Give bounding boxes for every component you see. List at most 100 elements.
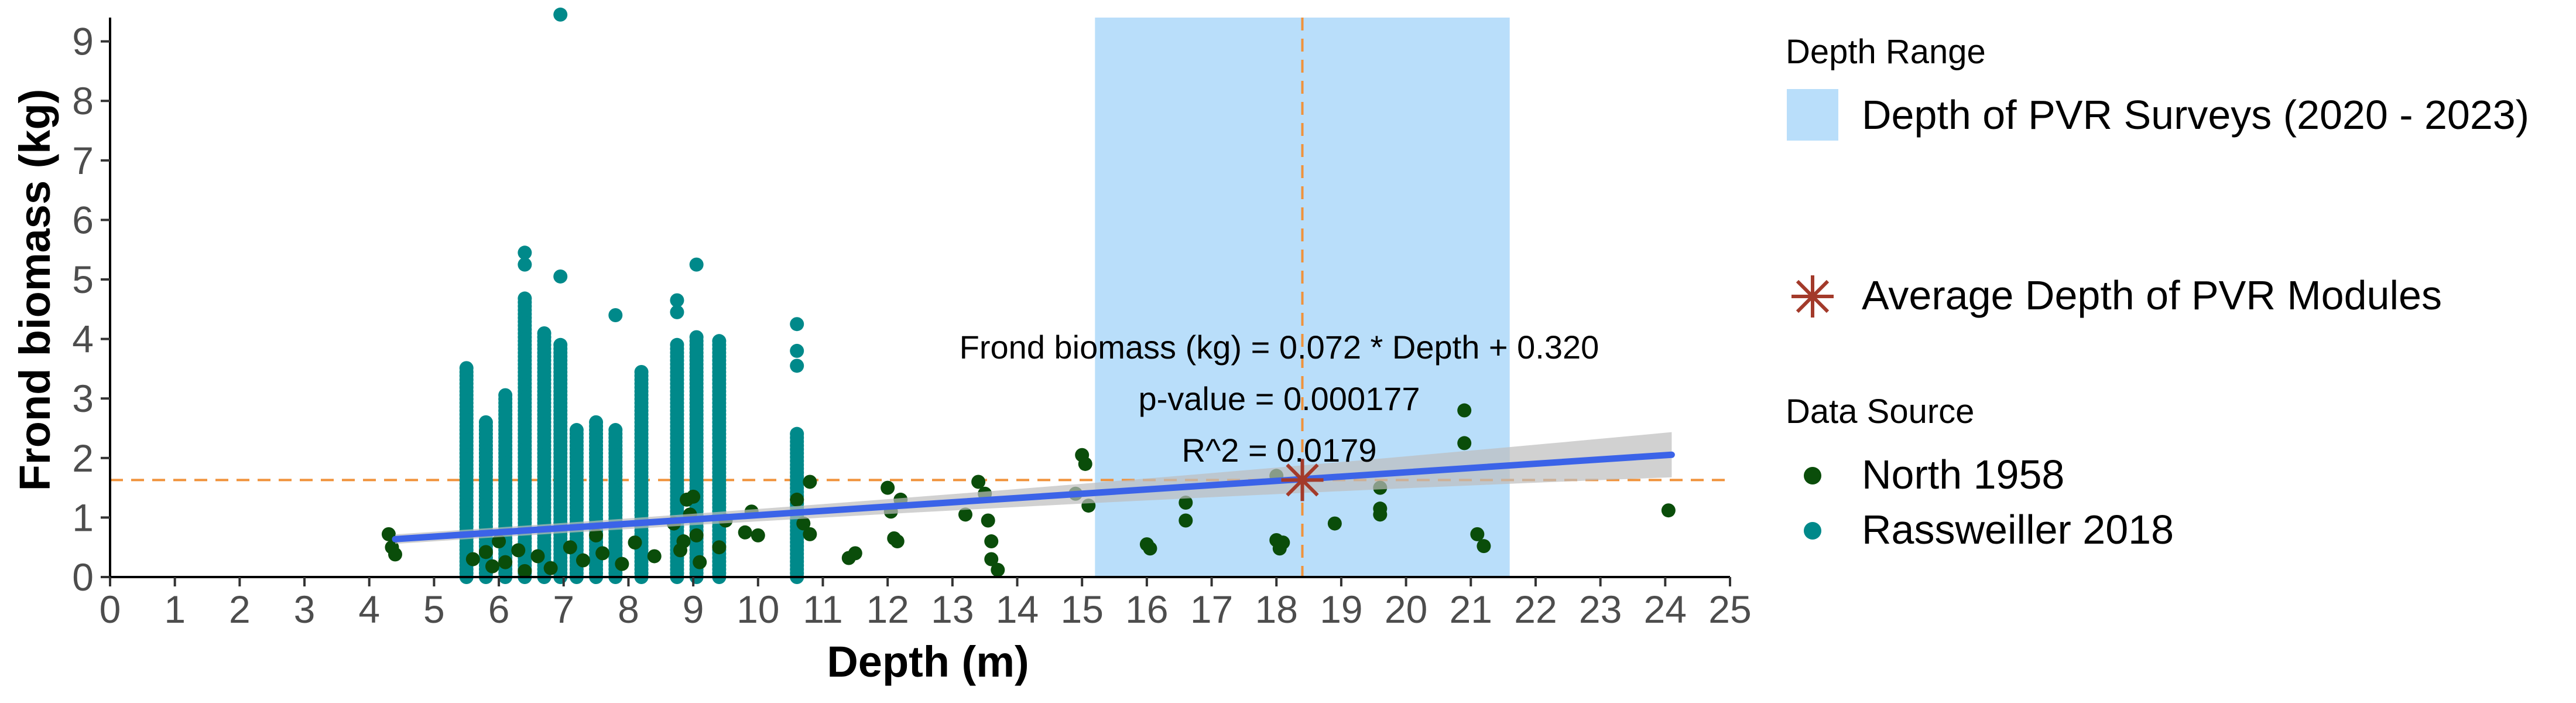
rassweiller-2018-point — [459, 361, 474, 376]
north-1958-point — [848, 546, 862, 561]
y-tick-label: 2 — [72, 436, 94, 480]
north-1958-point — [478, 545, 493, 559]
x-tick-label: 12 — [866, 588, 909, 631]
x-tick-label: 10 — [737, 588, 779, 631]
x-tick-label: 7 — [553, 588, 574, 631]
rassweiller-2018-point — [670, 305, 684, 319]
y-tick-label: 0 — [72, 555, 94, 599]
rassweiller-2018-point — [634, 365, 649, 380]
north-1958-point — [796, 516, 811, 531]
rassweiller-2018-point — [589, 415, 604, 429]
rassweiller-2018-point — [518, 291, 532, 306]
rassweiller-2018-point — [478, 415, 493, 429]
north-1958-point — [1327, 516, 1342, 531]
x-tick-label: 9 — [683, 588, 704, 631]
rassweiller-2018-point — [689, 257, 704, 272]
north-1958-point — [1373, 507, 1388, 522]
north-1958-point — [530, 549, 545, 564]
north-1958-point — [1179, 496, 1193, 510]
rassweiller-2018-point — [518, 245, 532, 260]
north-1958-point — [647, 549, 662, 564]
y-tick-label: 5 — [72, 258, 94, 301]
legend-swatch-depth-range — [1787, 89, 1838, 141]
x-tick-label: 23 — [1579, 588, 1622, 631]
r-squared-label: R^2 = 0.0179 — [1182, 432, 1377, 469]
north-1958-point — [984, 534, 999, 549]
x-tick-label: 4 — [358, 588, 380, 631]
x-axis-title: Depth (m) — [827, 637, 1029, 686]
rassweiller-2018-point — [518, 257, 532, 272]
y-tick-label: 3 — [72, 377, 94, 420]
average-module-marker — [1281, 459, 1324, 501]
north-1958-point — [1078, 456, 1092, 471]
north-1958-point — [615, 557, 629, 571]
regression-equation: Frond biomass (kg) = 0.072 * Depth + 0.3… — [960, 329, 1599, 366]
rassweiller-2018-point — [790, 359, 804, 373]
x-tick-label: 3 — [294, 588, 316, 631]
north-1958-point — [498, 555, 513, 569]
north-1958-point — [576, 553, 590, 568]
x-tick-label: 18 — [1255, 588, 1298, 631]
plot-area — [110, 7, 1730, 584]
x-tick-label: 24 — [1644, 588, 1687, 631]
north-1958-point — [388, 547, 402, 562]
north-1958-point — [543, 561, 558, 575]
x-tick-label: 19 — [1320, 588, 1362, 631]
north-1958-point — [1457, 436, 1472, 451]
y-tick-label: 7 — [72, 139, 94, 182]
north-1958-point — [595, 546, 610, 561]
rassweiller-2018-point — [790, 317, 804, 332]
legend: Depth Range Depth of PVR Surveys (2020 -… — [1786, 33, 2529, 552]
trend-line — [392, 451, 1675, 542]
x-tick-label: 25 — [1708, 588, 1751, 631]
north-1958-point — [693, 555, 707, 569]
x-tick-label: 16 — [1125, 588, 1168, 631]
p-value-label: p-value = 0.000177 — [1138, 380, 1420, 417]
north-1958-point — [712, 540, 727, 555]
y-tick-label: 8 — [72, 79, 94, 122]
rassweiller-2018-point — [498, 388, 513, 402]
north-1958-point — [686, 489, 701, 504]
north-1958-point — [1179, 513, 1193, 528]
rassweiller-2018-point — [790, 426, 804, 441]
north-1958-point — [1457, 403, 1472, 418]
north-1958-point — [689, 528, 704, 542]
north-1958-point — [971, 475, 986, 489]
legend-swatch-rassweiller-2018 — [1804, 522, 1821, 540]
x-tick-label: 17 — [1190, 588, 1233, 631]
legend-label-module-marker: Average Depth of PVR Modules — [1862, 272, 2442, 318]
rassweiller-2018-point — [712, 334, 727, 349]
x-tick-label: 20 — [1385, 588, 1427, 631]
legend-title-data-source: Data Source — [1786, 393, 1974, 431]
legend-swatch-north-1958 — [1804, 467, 1821, 484]
x-tick-label: 11 — [803, 588, 843, 631]
x-tick-label: 13 — [931, 588, 974, 631]
x-tick-label: 21 — [1450, 588, 1492, 631]
legend-swatch-module-marker — [1791, 275, 1834, 318]
north-1958-point — [1477, 539, 1491, 554]
x-tick-label: 22 — [1514, 588, 1557, 631]
x-tick-label: 1 — [164, 588, 186, 631]
north-1958-point — [589, 528, 604, 542]
north-1958-point — [676, 534, 691, 549]
rassweiller-2018-point — [689, 330, 704, 344]
rassweiller-2018-point — [790, 343, 804, 358]
north-1958-point — [1143, 541, 1157, 556]
x-tick-label: 15 — [1060, 588, 1103, 631]
legend-label-rassweiller-2018: Rassweiller 2018 — [1862, 507, 2174, 552]
x-tick-label: 5 — [423, 588, 445, 631]
legend-title-depth-range: Depth Range — [1786, 33, 1986, 71]
north-1958-point — [881, 480, 895, 495]
x-tick-label: 8 — [618, 588, 639, 631]
north-1958-point — [958, 507, 972, 522]
north-1958-point — [563, 540, 577, 555]
x-tick-label: 6 — [488, 588, 510, 631]
rassweiller-2018-point — [537, 326, 551, 340]
north-1958-point — [803, 475, 817, 489]
rassweiller-2018-point — [608, 308, 623, 322]
y-axis-title: Frond biomass (kg) — [11, 89, 59, 492]
north-1958-point — [751, 528, 765, 542]
north-1958-point — [492, 534, 506, 549]
north-1958-point — [790, 492, 804, 507]
rassweiller-2018-point — [670, 337, 684, 352]
